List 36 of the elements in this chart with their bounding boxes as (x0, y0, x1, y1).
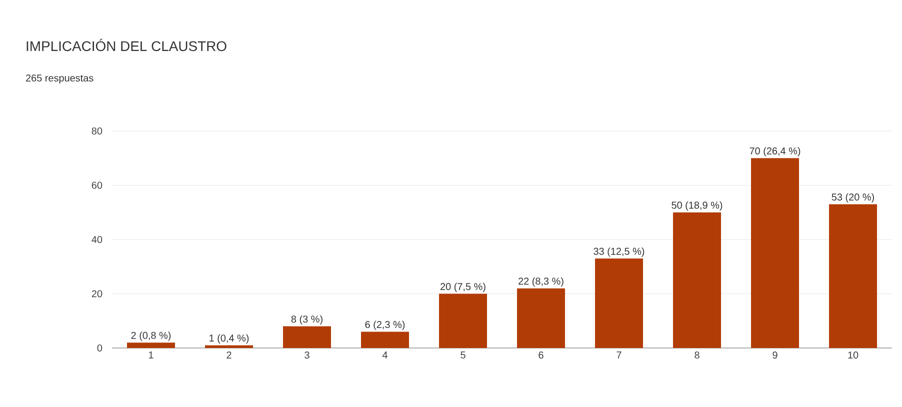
x-tick-label: 10 (848, 352, 858, 359)
chart-title: IMPLICACIÓN DEL CLAUSTRO (26, 38, 226, 52)
bar (673, 212, 722, 348)
data-label: 53 (20 %) (832, 193, 874, 203)
bar (283, 326, 332, 348)
x-tick-label: 8 (694, 352, 700, 359)
bar (439, 294, 488, 348)
y-tick-label: 60 (92, 182, 102, 189)
data-label: 8 (3 %) (291, 315, 322, 325)
data-label: 20 (7,5 %) (440, 282, 486, 292)
data-label: 1 (0,4 %) (210, 334, 249, 344)
data-label: 6 (2,3 %) (365, 320, 405, 330)
x-tick-label: 6 (538, 352, 544, 359)
x-tick-label: 5 (460, 352, 466, 358)
data-label: 2 (0,8 %) (131, 332, 171, 341)
data-label: 22 (8,3 %) (518, 277, 564, 287)
bar (205, 345, 254, 348)
x-tick-label: 3 (304, 352, 310, 359)
x-tick-label: 2 (226, 352, 232, 358)
bar (595, 258, 644, 348)
chart-subtitle: 265 respuestas (26, 74, 94, 84)
data-label: 50 (18,9 %) (672, 201, 722, 211)
y-tick-label: 80 (92, 127, 102, 135)
x-tick-label: 1 (148, 352, 154, 358)
bar (127, 342, 176, 348)
x-tick-label: 9 (772, 352, 778, 359)
y-tick-label: 40 (92, 236, 102, 244)
y-tick-label: 20 (92, 290, 102, 298)
x-tick-label: 7 (616, 352, 622, 358)
data-label: 70 (26,4 %) (750, 147, 800, 156)
bar (751, 158, 800, 348)
bar (361, 332, 410, 348)
bar (517, 288, 566, 348)
y-tick-label: 0 (97, 344, 102, 352)
x-tick-label: 4 (382, 352, 388, 358)
data-label: 33 (12,5 %) (594, 248, 644, 257)
